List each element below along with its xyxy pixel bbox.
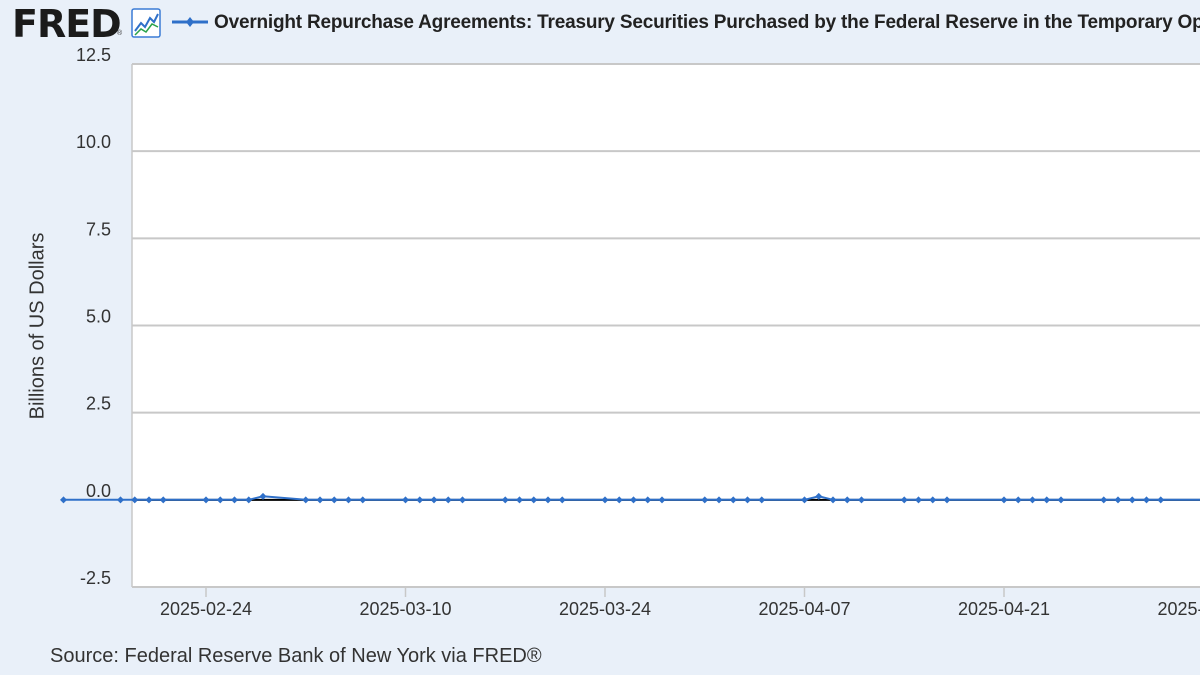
data-point (615, 496, 623, 504)
data-point (601, 496, 609, 504)
data-point (202, 496, 210, 504)
source-note: Source: Federal Reserve Bank of New York… (50, 645, 542, 667)
data-point (330, 496, 338, 504)
data-point (943, 496, 951, 504)
data-point (558, 496, 566, 504)
data-point (744, 496, 751, 504)
data-point (516, 496, 523, 504)
data-point (159, 496, 167, 504)
data-point (644, 496, 652, 504)
x-tick-label: 2025-05-05 (1157, 599, 1200, 619)
data-point (1157, 496, 1165, 504)
fred-logo[interactable]: FRED (12, 2, 122, 46)
data-point (758, 496, 766, 504)
data-point (843, 496, 851, 504)
data-point (1114, 496, 1122, 504)
x-tick-label: 2025-03-24 (559, 599, 651, 619)
data-point (1143, 496, 1150, 504)
data-point (544, 496, 552, 504)
data-point (1014, 496, 1022, 504)
data-point (402, 496, 409, 504)
data-point (658, 496, 666, 504)
y-tick-label: 7.5 (86, 219, 111, 239)
y-tick-label: 0.0 (86, 481, 111, 501)
line-chart-icon[interactable] (131, 8, 161, 38)
chart-header: FRED ® Overnight Repurchase Agreements: … (0, 0, 1200, 46)
data-point (729, 496, 737, 504)
data-point (1057, 496, 1065, 504)
data-point (630, 496, 637, 504)
data-point (60, 496, 67, 504)
fred-logo-registered-mark: ® (117, 30, 123, 37)
data-point (501, 496, 509, 504)
x-tick-label: 2025-04-07 (758, 599, 850, 619)
data-point (316, 496, 324, 504)
data-point (459, 496, 466, 504)
x-tick-label: 2025-04-21 (958, 599, 1050, 619)
data-point (1100, 496, 1108, 504)
y-tick-label: 2.5 (86, 394, 111, 414)
data-point (430, 496, 438, 504)
data-point (302, 496, 310, 504)
data-point (131, 496, 139, 504)
data-point (715, 496, 723, 504)
legend-series-swatch (172, 17, 208, 27)
data-point (929, 496, 937, 504)
data-point (900, 496, 908, 504)
y-tick-label: 5.0 (86, 307, 111, 327)
data-point (915, 496, 922, 504)
chart-title: Overnight Repurchase Agreements: Treasur… (214, 12, 1200, 33)
data-point (259, 492, 267, 500)
data-point (1043, 496, 1051, 504)
data-point (245, 496, 253, 504)
data-point (701, 496, 709, 504)
data-point (815, 492, 823, 500)
data-point (231, 496, 238, 504)
y-tick-label: 12.5 (76, 45, 111, 65)
data-point (216, 496, 224, 504)
data-point (801, 496, 808, 504)
data-point (145, 496, 153, 504)
data-point (359, 496, 367, 504)
data-point (416, 496, 424, 504)
data-point (1029, 496, 1036, 504)
data-point (858, 496, 865, 504)
data-point (444, 496, 452, 504)
x-tick-label: 2025-02-24 (160, 599, 252, 619)
y-tick-label: 10.0 (76, 132, 111, 152)
data-point (345, 496, 352, 504)
data-point (1128, 496, 1136, 504)
data-point (829, 496, 837, 504)
data-point (1000, 496, 1008, 504)
data-point (117, 496, 124, 504)
y-tick-label: -2.5 (80, 568, 111, 588)
x-tick-label: 2025-03-10 (359, 599, 451, 619)
data-point (530, 496, 538, 504)
